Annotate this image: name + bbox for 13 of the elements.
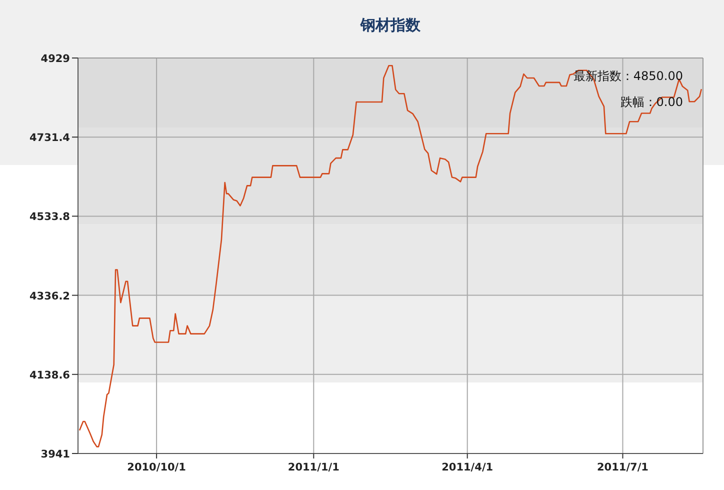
x-tick-label: 2011/1/1 — [288, 462, 340, 474]
y-tick-label: 3941 — [40, 448, 70, 460]
x-tick-label: 2010/10/1 — [127, 462, 186, 474]
x-tick-label: 2011/7/1 — [596, 462, 648, 474]
y-tick-label: 4336.2 — [29, 290, 70, 302]
annotation: 跌幅：0.00 — [620, 95, 683, 109]
line-series — [79, 64, 702, 448]
chart-title: 钢材指数 — [360, 16, 422, 34]
x-tick-label: 2011/4/1 — [442, 462, 494, 474]
y-tick-label: 4731.4 — [29, 132, 70, 144]
y-tick-label: 4138.6 — [29, 369, 70, 382]
y-tick-label: 4929 — [40, 53, 70, 65]
y-tick-label: 4533.8 — [29, 211, 70, 224]
